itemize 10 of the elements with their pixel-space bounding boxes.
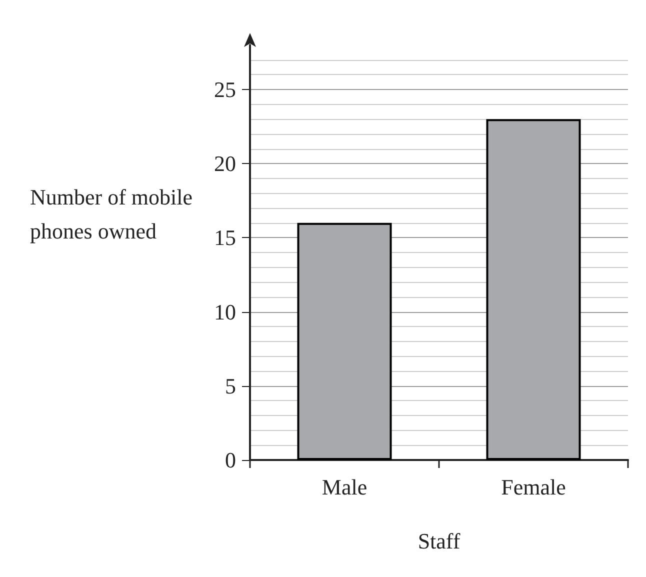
y-tick-label: 25: [214, 76, 236, 102]
y-tick-label: 0: [225, 448, 236, 472]
y-tick-label: 5: [225, 373, 236, 398]
y-tick-label: 15: [214, 225, 236, 250]
x-tick-label: Male: [322, 474, 368, 500]
x-axis-title: Staff: [418, 528, 461, 554]
x-tick-label: Female: [501, 474, 566, 500]
y-axis-title: Number of mobile phones owned: [30, 184, 198, 244]
y-tick-label: 20: [214, 151, 236, 176]
y-tick-label: 10: [214, 299, 236, 324]
